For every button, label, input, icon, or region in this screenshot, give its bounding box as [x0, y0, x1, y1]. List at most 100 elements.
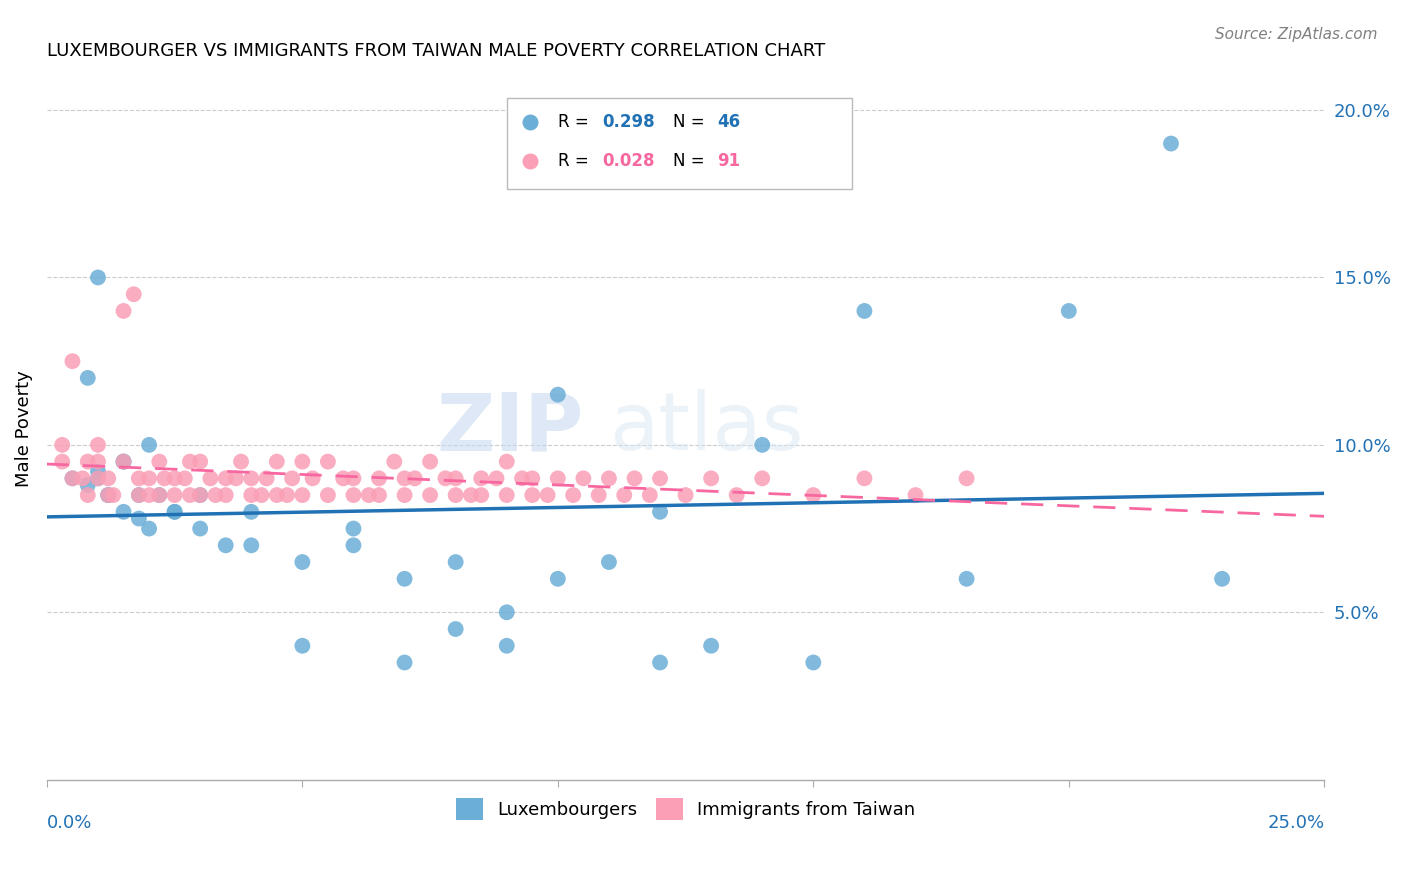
Point [588, 488, 610, 502]
Point [725, 488, 748, 502]
Text: N =: N = [673, 152, 710, 170]
Point [547, 572, 569, 586]
Point [87, 438, 110, 452]
Point [76, 488, 98, 502]
Point [522, 488, 544, 502]
Text: ZIP: ZIP [436, 389, 583, 467]
Point [368, 471, 391, 485]
Text: 0.0%: 0.0% [46, 814, 93, 832]
Point [112, 505, 135, 519]
Point [229, 455, 252, 469]
Point [240, 488, 263, 502]
Point [138, 438, 160, 452]
FancyBboxPatch shape [506, 98, 852, 189]
Point [240, 538, 263, 552]
Point [904, 488, 927, 502]
Legend: Luxembourgers, Immigrants from Taiwan: Luxembourgers, Immigrants from Taiwan [449, 790, 922, 827]
Point [382, 455, 405, 469]
Point [332, 471, 354, 485]
Text: 91: 91 [717, 152, 741, 170]
Point [444, 471, 467, 485]
Point [112, 455, 135, 469]
Point [240, 471, 263, 485]
Point [613, 488, 636, 502]
Point [301, 471, 323, 485]
Point [444, 622, 467, 636]
Point [204, 488, 226, 502]
Point [215, 471, 238, 485]
Point [700, 639, 723, 653]
Point [163, 488, 186, 502]
Point [87, 471, 110, 485]
Point [179, 488, 201, 502]
Text: 46: 46 [717, 113, 741, 131]
Text: 0.298: 0.298 [603, 113, 655, 131]
Text: atlas: atlas [609, 389, 803, 467]
Point [291, 488, 314, 502]
Point [751, 438, 773, 452]
Point [598, 471, 620, 485]
Point [225, 471, 247, 485]
Point [485, 471, 508, 485]
Point [368, 488, 391, 502]
Point [434, 471, 457, 485]
Point [256, 471, 278, 485]
Point [62, 471, 84, 485]
Point [128, 488, 150, 502]
Point [623, 471, 645, 485]
Point [522, 471, 544, 485]
Point [444, 555, 467, 569]
Point [751, 471, 773, 485]
Text: R =: R = [558, 152, 593, 170]
Point [138, 471, 160, 485]
Point [128, 488, 150, 502]
Point [1211, 572, 1233, 586]
Point [266, 455, 288, 469]
Point [394, 488, 416, 502]
Point [675, 488, 697, 502]
Point [87, 455, 110, 469]
Text: LUXEMBOURGER VS IMMIGRANTS FROM TAIWAN MALE POVERTY CORRELATION CHART: LUXEMBOURGER VS IMMIGRANTS FROM TAIWAN M… [46, 42, 825, 60]
Point [562, 488, 585, 502]
Point [955, 471, 977, 485]
Point [97, 488, 120, 502]
Point [281, 471, 304, 485]
Point [547, 387, 569, 401]
Point [128, 471, 150, 485]
Point [419, 455, 441, 469]
Point [148, 455, 170, 469]
Point [291, 639, 314, 653]
Point [97, 471, 120, 485]
Point [342, 538, 364, 552]
Text: N =: N = [673, 113, 710, 131]
Point [291, 555, 314, 569]
Point [148, 488, 170, 502]
Point [648, 471, 671, 485]
Point [801, 656, 824, 670]
Point [342, 488, 364, 502]
Point [547, 471, 569, 485]
Point [316, 455, 339, 469]
Point [76, 371, 98, 385]
Point [240, 505, 263, 519]
Point [62, 471, 84, 485]
Point [215, 488, 238, 502]
Point [648, 505, 671, 519]
Point [179, 455, 201, 469]
Point [87, 270, 110, 285]
Point [404, 471, 426, 485]
Point [163, 505, 186, 519]
Point [76, 455, 98, 469]
Point [173, 471, 195, 485]
Point [76, 478, 98, 492]
Point [316, 488, 339, 502]
Text: Source: ZipAtlas.com: Source: ZipAtlas.com [1215, 27, 1378, 42]
Point [128, 511, 150, 525]
Text: R =: R = [558, 113, 593, 131]
Point [357, 488, 380, 502]
Text: 25.0%: 25.0% [1267, 814, 1324, 832]
Point [495, 605, 517, 619]
Point [103, 488, 125, 502]
Point [342, 471, 364, 485]
Point [510, 471, 533, 485]
